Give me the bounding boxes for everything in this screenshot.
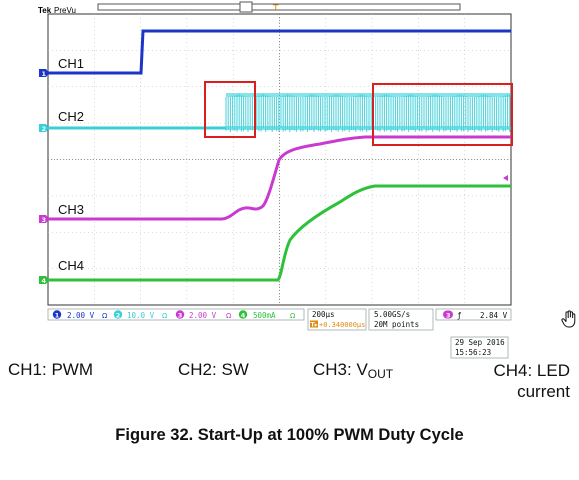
trace-label-ch2: CH2 — [58, 109, 84, 124]
channel-2-marker-label: 2 — [42, 125, 47, 133]
legend-ch3: CH3: VOUT — [313, 360, 393, 381]
figure-caption: Figure 32. Start-Up at 100% PWM Duty Cyc… — [115, 426, 464, 444]
ch2-band-top — [226, 93, 511, 97]
scope-brand: Tek — [38, 6, 52, 15]
svg-text:20M points: 20M points — [374, 320, 419, 329]
legend-ch3-subscript: OUT — [367, 367, 394, 381]
svg-text:15:56:23: 15:56:23 — [455, 348, 491, 357]
channel-4-marker — [39, 276, 49, 284]
channel-1-marker-label: 1 — [42, 70, 47, 78]
acquisition-box: 5.00GS/s 20M points — [368, 308, 434, 331]
svg-text:Ω: Ω — [226, 312, 232, 320]
svg-text:1: 1 — [55, 312, 60, 320]
svg-text:Ω: Ω — [162, 312, 168, 320]
ch1-waveform — [48, 29, 511, 75]
legend-ch4-line2: current — [517, 382, 570, 401]
highlight-box-switching-steady — [372, 83, 513, 146]
scope-mode: PreVu — [54, 6, 76, 15]
svg-text:3: 3 — [178, 312, 183, 320]
trace-label-ch4: CH4 — [58, 258, 84, 273]
svg-text:29 Sep 2016: 29 Sep 2016 — [455, 338, 505, 347]
ch3-waveform — [48, 135, 511, 221]
channel-3-marker — [39, 215, 49, 223]
svg-text:5.00GS/s: 5.00GS/s — [374, 310, 410, 319]
svg-text:3: 3 — [446, 312, 451, 320]
trace-label-ch1: CH1 — [58, 56, 84, 71]
svg-text:Ω: Ω — [290, 312, 296, 320]
channel-ground-markers: 1 2 3 4 — [39, 69, 508, 285]
channel-4-marker-label: 4 — [42, 277, 47, 285]
legend-ch1: CH1: PWM — [8, 360, 93, 379]
legend-ch3-text: CH3: V — [313, 360, 368, 379]
trace-label-ch3: CH3 — [58, 202, 84, 217]
channel-2-marker — [39, 124, 49, 132]
record-window-marker — [239, 1, 253, 13]
waveform-area — [48, 29, 511, 282]
ch4-scale: 500mA — [253, 311, 276, 320]
svg-text:+0.340000µs: +0.340000µs — [319, 321, 365, 329]
trigger-level-marker — [503, 175, 508, 181]
channel-1-marker — [39, 69, 49, 77]
svg-text:200µs: 200µs — [312, 310, 335, 319]
svg-text:2.84 V: 2.84 V — [480, 311, 508, 320]
ch3-scale: 2.00 V — [189, 311, 217, 320]
ch2-scale: 10.0 V — [127, 311, 155, 320]
date-time-box: 29 Sep 2016 15:56:23 — [450, 336, 509, 359]
legend-ch2: CH2: SW — [178, 360, 249, 379]
channel-3-marker-label: 3 — [42, 216, 47, 224]
svg-text:2: 2 — [116, 312, 121, 320]
svg-text:ƒ: ƒ — [457, 311, 461, 320]
ch2-switching-band — [225, 93, 511, 132]
legend-ch4-line1: CH4: LED — [493, 361, 570, 380]
ch4-waveform — [48, 184, 511, 282]
legend-ch4: CH4: LED current — [470, 360, 570, 402]
channel-scale-bar: 1 2.00 V Ω 2 10.0 V Ω 3 2.00 V Ω 4 500mA… — [47, 308, 305, 321]
svg-text:T▸: T▸ — [311, 322, 318, 329]
svg-text:4: 4 — [241, 312, 246, 320]
ch2-band-bottom — [226, 126, 511, 130]
svg-text:Ω: Ω — [102, 312, 108, 320]
hand-cursor-icon — [561, 310, 576, 328]
trigger-box: 3 ƒ 2.84 V — [435, 308, 512, 321]
highlight-box-switching-start — [204, 81, 256, 138]
timebase-box: 200µs T▸ +0.340000µs — [307, 308, 367, 331]
ch1-scale: 2.00 V — [67, 311, 95, 320]
record-overview-bar — [97, 3, 461, 11]
trigger-position-marker: T — [272, 4, 279, 14]
